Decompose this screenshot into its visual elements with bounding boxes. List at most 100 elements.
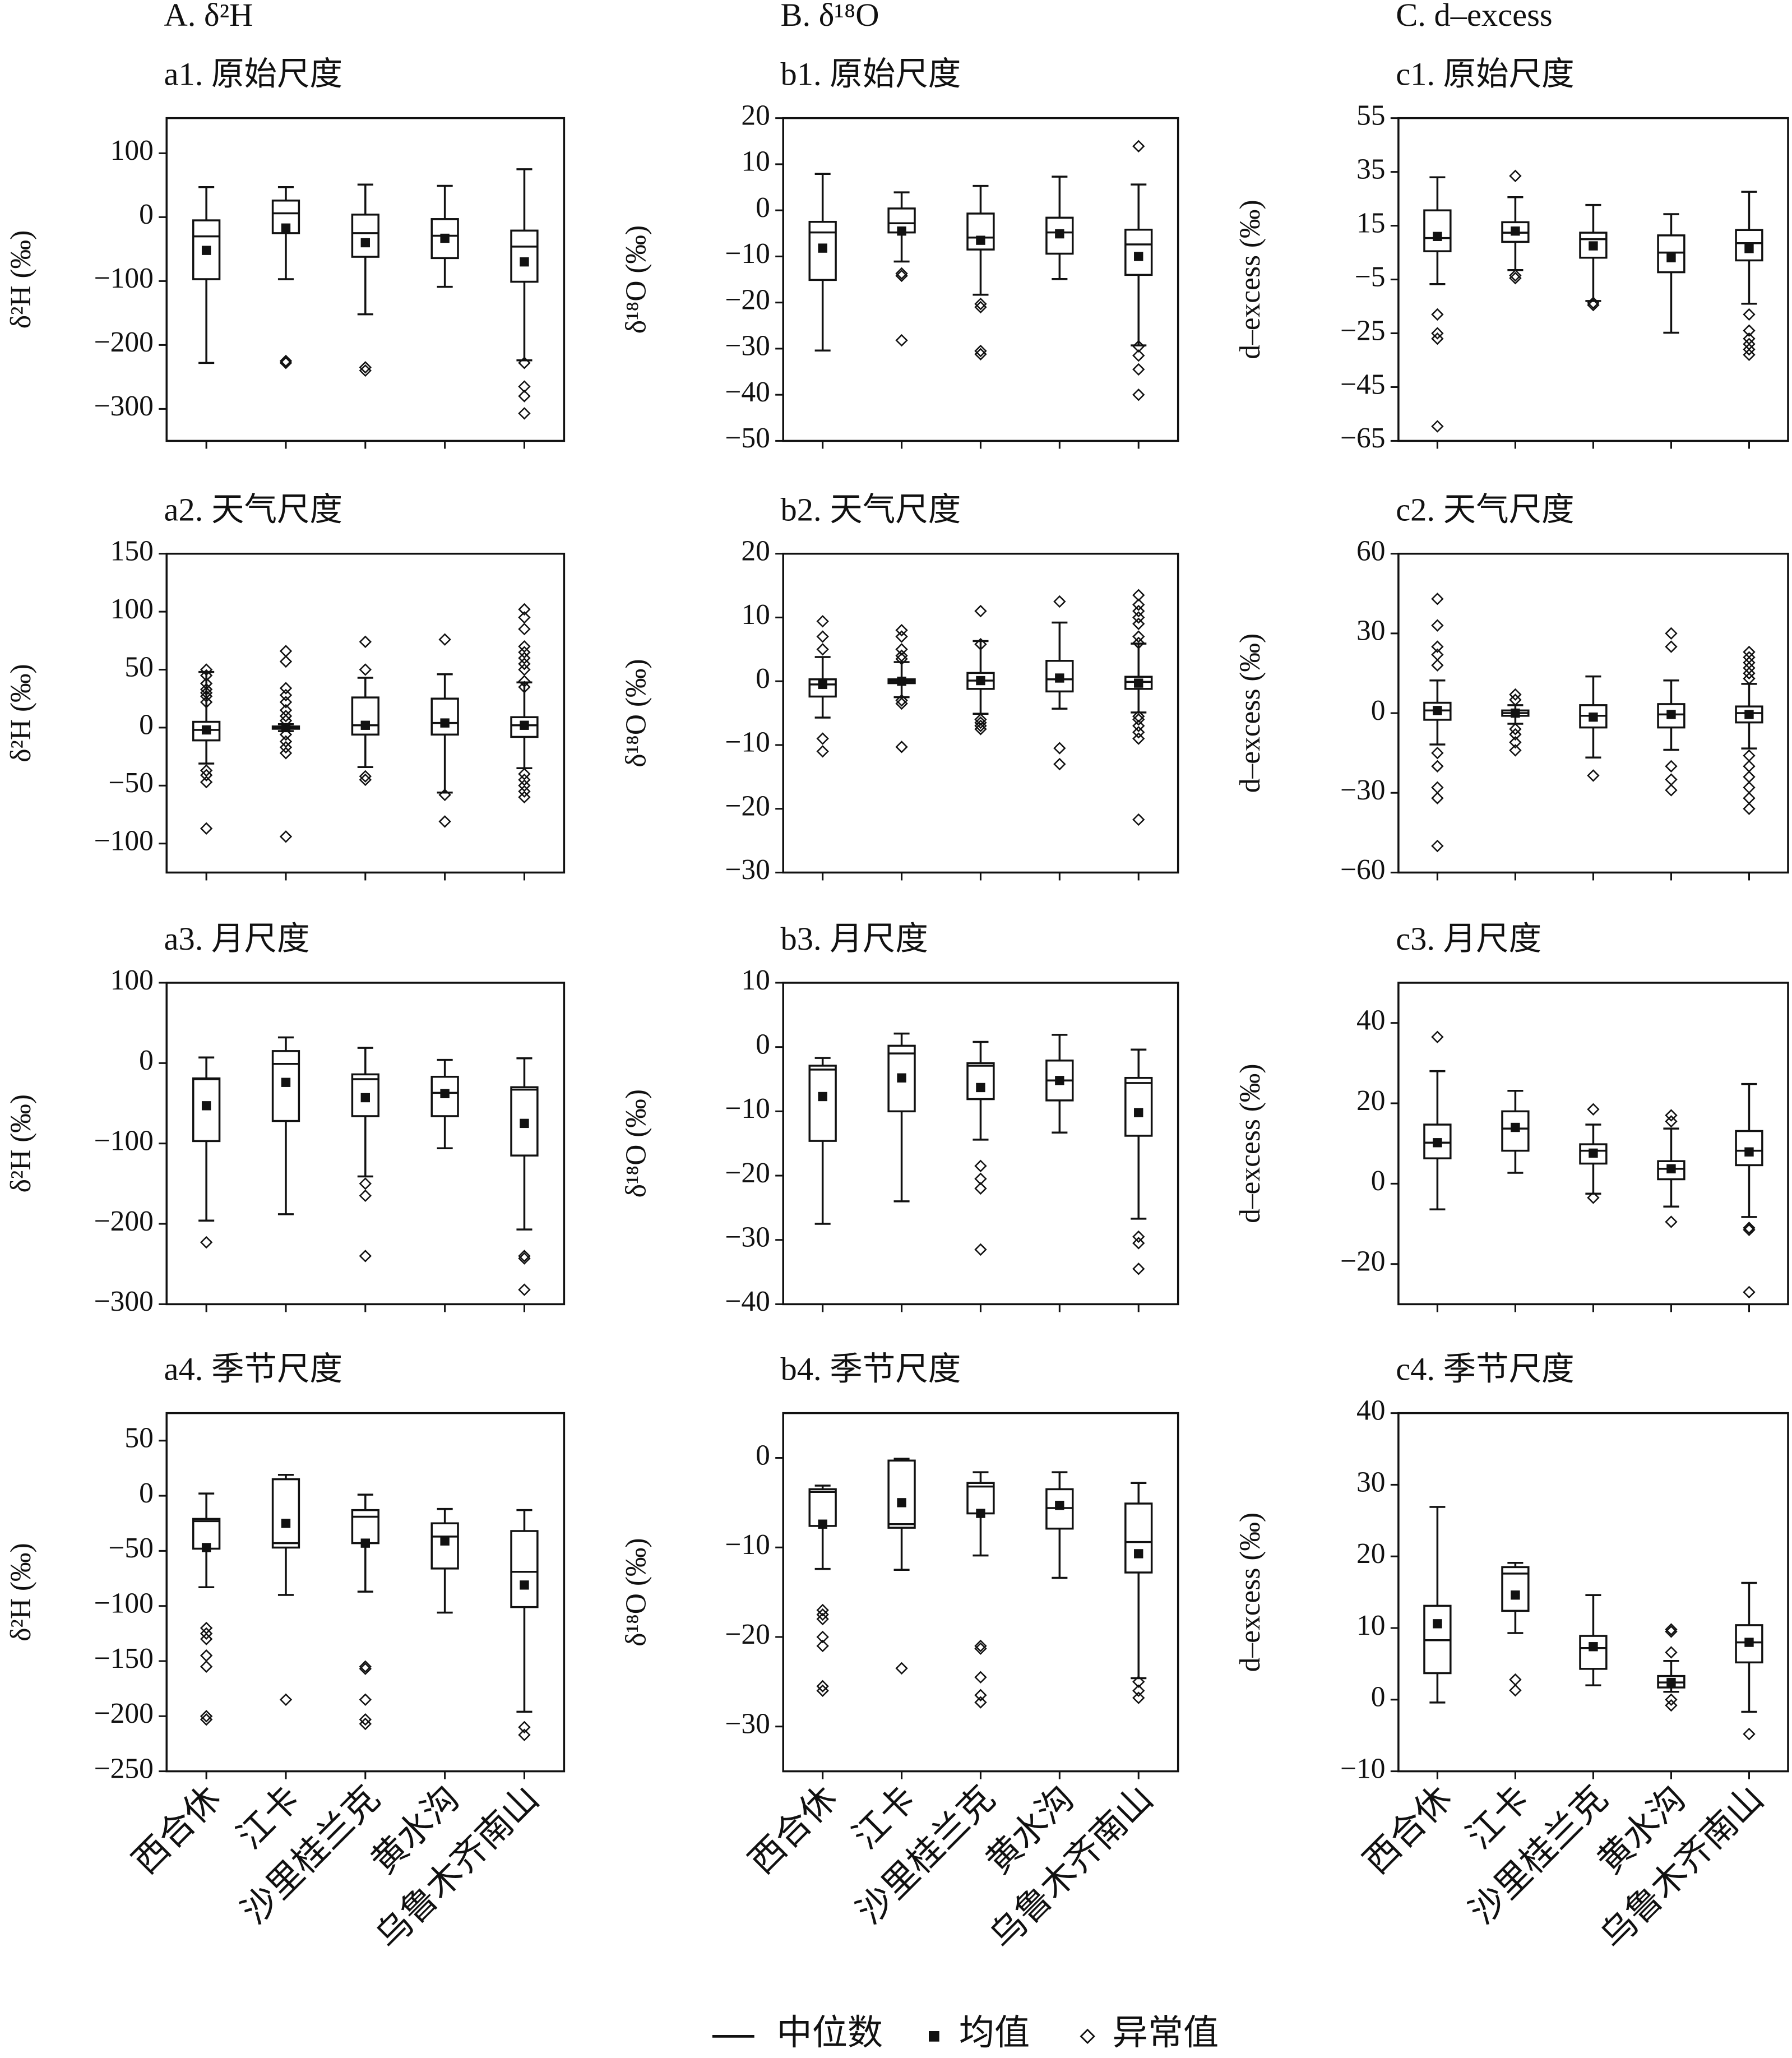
- box-body: [1579, 1143, 1608, 1165]
- y-tick-label: 0: [756, 1028, 770, 1060]
- outlier: [518, 390, 531, 403]
- y-tick-label: −300: [94, 1285, 154, 1317]
- box-body: [271, 199, 300, 234]
- outlier: [816, 1612, 829, 1626]
- outlier: [974, 300, 987, 314]
- panel-title: b3. 月尺度: [781, 921, 928, 957]
- box-body: [1579, 1635, 1608, 1670]
- box-body: [192, 720, 221, 742]
- mean: [976, 1083, 985, 1093]
- outlier: [279, 714, 293, 727]
- y-tick-label: −300: [94, 390, 154, 422]
- outlier: [974, 1159, 987, 1173]
- mean: [201, 1543, 211, 1552]
- outlier: [1665, 1109, 1678, 1122]
- legend-label: 中位数: [777, 2013, 883, 2052]
- y-tick-label: 20: [1356, 1538, 1385, 1570]
- box-body: [1124, 1076, 1153, 1137]
- y-tick-label: −10: [725, 1093, 770, 1125]
- outlier: [359, 1177, 372, 1190]
- y-axis-label: δ¹⁸O (‰): [621, 225, 652, 334]
- outlier: [1665, 1693, 1678, 1706]
- column-title: A. δ²H: [164, 0, 253, 33]
- box-body: [271, 1050, 300, 1122]
- outlier: [1743, 1222, 1756, 1234]
- y-tick-label: 10: [741, 146, 770, 178]
- box: [192, 1492, 221, 1726]
- outlier: [1132, 1675, 1145, 1689]
- box: [510, 1509, 539, 1741]
- box: [1423, 593, 1452, 853]
- y-tick-label: 50: [124, 1422, 153, 1454]
- mean: [1744, 710, 1754, 719]
- box: [1657, 1109, 1686, 1228]
- mean: [1134, 678, 1143, 688]
- mean: [1134, 252, 1143, 261]
- outlier: [518, 622, 531, 636]
- outlier: [1431, 332, 1444, 345]
- y-tick-label: 20: [1356, 1085, 1385, 1117]
- y-tick-label: −200: [94, 1205, 154, 1237]
- outlier: [279, 682, 293, 695]
- box: [351, 1493, 379, 1731]
- outlier: [359, 770, 372, 783]
- box: [1579, 1594, 1608, 1686]
- outlier: [438, 815, 451, 828]
- box-body: [887, 1044, 916, 1113]
- y-axis-label: δ²H (‰): [5, 1094, 37, 1192]
- box: [1735, 1581, 1763, 1741]
- outlier: [1665, 1215, 1678, 1228]
- outlier: [1132, 340, 1145, 353]
- y-tick-label: 60: [1356, 535, 1385, 567]
- outlier: [1665, 1115, 1678, 1128]
- mean: [1511, 226, 1520, 236]
- box-body: [1501, 1110, 1530, 1152]
- mean: [201, 1101, 211, 1111]
- box-body: [966, 1062, 995, 1100]
- y-tick-label: −50: [725, 422, 770, 454]
- panel-title: b4. 季节尺度: [781, 1351, 961, 1388]
- mean: [440, 718, 450, 728]
- box-body: [1124, 1502, 1153, 1574]
- box-body: [192, 219, 221, 280]
- outlier: [1743, 802, 1756, 815]
- box: [966, 184, 995, 360]
- box: [1045, 175, 1074, 280]
- outlier: [1132, 813, 1145, 826]
- mean: [976, 676, 985, 686]
- outlier: [816, 745, 829, 758]
- mean: [1744, 244, 1754, 253]
- outlier: [200, 669, 213, 682]
- y-axis-label: d–excess (‰): [1234, 633, 1266, 793]
- outlier: [359, 1189, 372, 1203]
- box: [1735, 1083, 1763, 1299]
- outlier: [974, 719, 987, 732]
- outlier: [816, 1630, 829, 1644]
- y-tick-label: −200: [94, 326, 154, 358]
- y-tick-label: 40: [1356, 1394, 1385, 1426]
- outlier: [1509, 271, 1522, 285]
- y-tick-label: −20: [725, 1157, 770, 1189]
- box: [1657, 213, 1686, 334]
- outlier: [1132, 1262, 1145, 1275]
- y-axis-label: d–excess (‰): [1234, 1063, 1266, 1223]
- outlier: [518, 681, 531, 693]
- outlier: [359, 1662, 372, 1675]
- mean: [897, 1498, 906, 1507]
- y-tick-label: 20: [741, 99, 770, 131]
- outlier: [279, 688, 293, 702]
- outlier: [518, 657, 531, 670]
- outlier: [1743, 667, 1756, 680]
- y-axis-label: δ²H (‰): [5, 664, 37, 762]
- box: [1579, 1103, 1608, 1204]
- y-tick-label: −10: [725, 238, 770, 270]
- outlier: [359, 663, 372, 676]
- mean: [1134, 1549, 1143, 1558]
- outlier: [200, 1627, 213, 1640]
- box: [1501, 169, 1530, 285]
- outlier: [1509, 269, 1522, 282]
- box-body: [351, 696, 379, 736]
- box: [1124, 1048, 1153, 1275]
- box: [271, 186, 300, 369]
